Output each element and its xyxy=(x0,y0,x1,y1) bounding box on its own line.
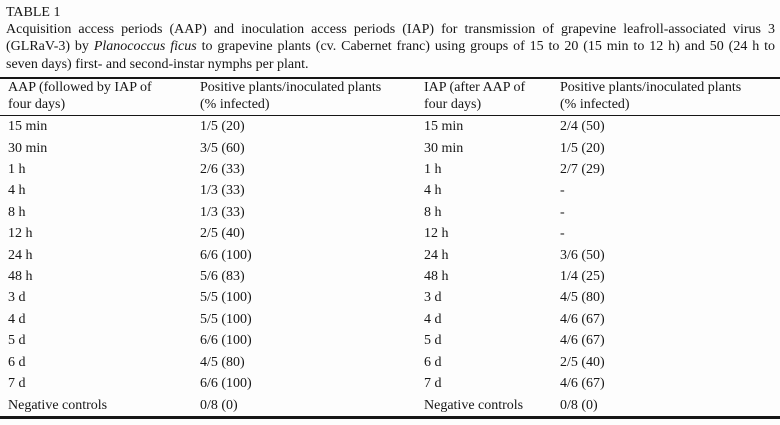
table-label: TABLE 1 xyxy=(6,5,61,20)
header-iap-result: Positive plants/inoculated plants (% inf… xyxy=(552,78,780,117)
header-iap: IAP (after AAP of four days) xyxy=(416,78,552,117)
iap-cell: 12 h xyxy=(424,226,449,242)
iap-result-cell: 0/8 (0) xyxy=(560,397,598,413)
iap-result-cell: 4/6 (67) xyxy=(560,333,605,349)
table-row: 1 h 2/6 (33) 1 h 2/7 (29) xyxy=(0,159,780,180)
iap-cell: 15 min xyxy=(424,119,464,135)
iap-cell: 4 d xyxy=(424,311,442,327)
iap-result-cell: 1/5 (20) xyxy=(560,140,605,156)
iap-result-cell: 2/7 (29) xyxy=(560,162,605,178)
aap-cell: 30 min xyxy=(8,140,48,156)
aap-result-cell: 5/5 (100) xyxy=(200,290,252,306)
table-body: 15 min 1/5 (20) 15 min 2/4 (50) 30 min 3… xyxy=(0,116,780,418)
data-table: AAP (followed by IAP of four days) Posit… xyxy=(0,77,780,419)
aap-result-cell: 3/5 (60) xyxy=(200,140,245,156)
table-header: AAP (followed by IAP of four days) Posit… xyxy=(0,78,780,117)
iap-cell: 30 min xyxy=(424,140,464,156)
table-caption-block: TABLE 1 Acquisition access periods (AAP)… xyxy=(0,0,780,73)
aap-cell: 5 d xyxy=(8,333,26,349)
caption-species-name: Planococcus ficus xyxy=(93,39,197,55)
table-row: 15 min 1/5 (20) 15 min 2/4 (50) xyxy=(0,116,780,138)
aap-cell: 7 d xyxy=(8,376,26,392)
iap-result-cell: - xyxy=(560,204,565,220)
aap-result-cell: 6/6 (100) xyxy=(200,376,252,392)
aap-cell: 15 min xyxy=(8,119,48,135)
iap-result-cell: 4/6 (67) xyxy=(560,376,605,392)
iap-cell: Negative controls xyxy=(424,397,524,413)
iap-result-cell: 1/4 (25) xyxy=(560,269,605,285)
aap-result-cell: 5/5 (100) xyxy=(200,311,252,327)
iap-result-cell: 4/6 (67) xyxy=(560,311,605,327)
iap-cell: 8 h xyxy=(424,204,442,220)
aap-cell: 1 h xyxy=(8,162,26,178)
iap-cell: 3 d xyxy=(424,290,442,306)
aap-cell: 48 h xyxy=(8,269,33,285)
header-row: AAP (followed by IAP of four days) Posit… xyxy=(0,78,780,117)
table-row: 48 h 5/6 (83) 48 h 1/4 (25) xyxy=(0,266,780,287)
aap-cell: 12 h xyxy=(8,226,33,242)
aap-cell: 6 d xyxy=(8,354,26,370)
table-caption: Acquisition access periods (AAP) and ino… xyxy=(6,21,775,73)
iap-cell: 7 d xyxy=(424,376,442,392)
aap-cell: 8 h xyxy=(8,204,26,220)
aap-cell: 3 d xyxy=(8,290,26,306)
table-row: 4 d 5/5 (100) 4 d 4/6 (67) xyxy=(0,309,780,330)
table-row: 3 d 5/5 (100) 3 d 4/5 (80) xyxy=(0,287,780,308)
table-row: 7 d 6/6 (100) 7 d 4/6 (67) xyxy=(0,373,780,394)
aap-result-cell: 2/5 (40) xyxy=(200,226,245,242)
caption-text-pre: Acquisition access periods (AAP) and ino… xyxy=(6,22,775,55)
aap-result-cell: 4/5 (80) xyxy=(200,354,245,370)
table-row: 30 min 3/5 (60) 30 min 1/5 (20) xyxy=(0,138,780,159)
aap-cell: Negative controls xyxy=(8,397,108,413)
iap-cell: 5 d xyxy=(424,333,442,349)
aap-result-cell: 6/6 (100) xyxy=(200,247,252,263)
iap-cell: 4 h xyxy=(424,183,442,199)
table-row: 8 h 1/3 (33) 8 h - xyxy=(0,202,780,223)
iap-cell: 24 h xyxy=(424,247,449,263)
iap-cell: 6 d xyxy=(424,354,442,370)
aap-cell: 4 h xyxy=(8,183,26,199)
caption-text-post: to grapevine plants (cv. Cabernet franc)… xyxy=(6,39,775,72)
header-aap-result: Positive plants/inoculated plants (% inf… xyxy=(192,78,416,117)
iap-result-cell: 3/6 (50) xyxy=(560,247,605,263)
table-row: 24 h 6/6 (100) 24 h 3/6 (50) xyxy=(0,245,780,266)
aap-cell: 24 h xyxy=(8,247,33,263)
iap-result-cell: - xyxy=(560,226,565,242)
aap-result-cell: 2/6 (33) xyxy=(200,162,245,178)
table-row: 4 h 1/3 (33) 4 h - xyxy=(0,180,780,201)
table-row: 6 d 4/5 (80) 6 d 2/5 (40) xyxy=(0,352,780,373)
aap-result-cell: 1/3 (33) xyxy=(200,204,245,220)
aap-result-cell: 1/5 (20) xyxy=(200,119,245,135)
table-row: 5 d 6/6 (100) 5 d 4/6 (67) xyxy=(0,330,780,351)
table-row-negative-controls: Negative controls 0/8 (0) Negative contr… xyxy=(0,395,780,418)
iap-result-cell: 4/5 (80) xyxy=(560,290,605,306)
iap-result-cell: 2/5 (40) xyxy=(560,354,605,370)
iap-cell: 1 h xyxy=(424,162,442,178)
aap-result-cell: 6/6 (100) xyxy=(200,333,252,349)
aap-result-cell: 5/6 (83) xyxy=(200,269,245,285)
iap-cell: 48 h xyxy=(424,269,449,285)
aap-result-cell: 1/3 (33) xyxy=(200,183,245,199)
header-aap: AAP (followed by IAP of four days) xyxy=(0,78,192,117)
aap-result-cell: 0/8 (0) xyxy=(200,397,238,413)
aap-cell: 4 d xyxy=(8,311,26,327)
iap-result-cell: 2/4 (50) xyxy=(560,119,605,135)
iap-result-cell: - xyxy=(560,183,565,199)
table-row: 12 h 2/5 (40) 12 h - xyxy=(0,223,780,244)
